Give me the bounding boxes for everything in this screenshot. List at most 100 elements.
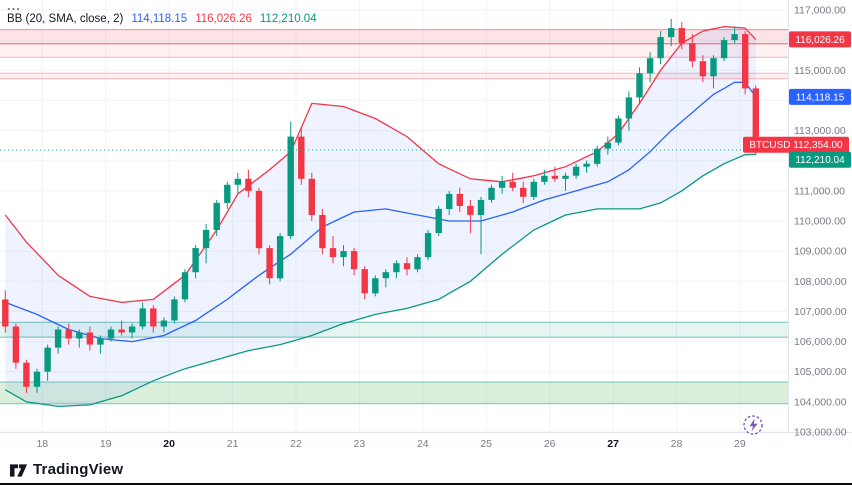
candle: [594, 145, 601, 167]
candle: [583, 160, 590, 173]
time-axis-label: 20: [163, 438, 175, 450]
support-resistance-zones: [0, 29, 788, 405]
candle: [488, 184, 495, 203]
axis-price-badge: [743, 136, 849, 153]
time-axis-labels[interactable]: 18 19 20 21 22 23 24 25 26 27 28 29: [36, 438, 745, 450]
candle: [12, 323, 20, 369]
bollinger-bands: [4, 25, 757, 408]
candle: [276, 233, 284, 282]
axis-price-badge-text: 116,026.26: [795, 35, 845, 46]
legend-more-button[interactable]: ...: [7, 0, 21, 13]
candle: [128, 323, 136, 339]
candle: [636, 67, 643, 104]
candle: [393, 260, 400, 279]
price-axis-label: 108,000.00: [794, 276, 847, 288]
indicator-title[interactable]: BB (20, SMA, close, 2): [7, 13, 124, 25]
price-zone: [0, 382, 788, 404]
candle: [731, 28, 738, 44]
time-axis-label: 19: [100, 438, 112, 450]
footer-bar: TradingView: [0, 456, 852, 483]
candle: [424, 230, 432, 261]
bb-fill: [5, 26, 756, 407]
bb-lower-line: [4, 153, 756, 408]
price-axis-bg[interactable]: [789, 0, 852, 456]
candle: [720, 37, 728, 62]
time-axis-label: 21: [227, 438, 239, 450]
bb-upper-value: 116,026.26: [195, 13, 252, 25]
candle: [710, 55, 717, 89]
brand-name: TradingView: [33, 461, 124, 478]
price-axis-label: 115,000.00: [794, 65, 846, 77]
candle: [65, 323, 72, 345]
candle: [319, 208, 326, 255]
price-axis-label: 107,000.00: [794, 306, 847, 318]
bb-basis-value: 114,118.15: [131, 13, 188, 25]
candle: [541, 169, 548, 185]
candle: [435, 205, 442, 237]
candle: [44, 344, 51, 381]
candle: [308, 172, 315, 221]
grid-lines: [0, 0, 788, 433]
axis-price-badge: [789, 88, 851, 105]
time-axis-bg[interactable]: [0, 433, 852, 456]
chart-pane[interactable]: 117,000.00 115,000.00 113,000.00 111,000.00…: [0, 0, 852, 456]
bb-lower-value: 112,210.04: [259, 13, 317, 25]
candlestick-series[interactable]: [2, 19, 759, 393]
candle: [118, 320, 125, 336]
candle: [668, 19, 675, 47]
candle: [245, 169, 252, 197]
time-axis-label: 24: [417, 438, 429, 450]
price-chart-svg[interactable]: 117,000.00 115,000.00 113,000.00 111,000.00…: [0, 0, 852, 456]
price-zone: [0, 29, 788, 44]
candle: [192, 245, 199, 279]
price-axis-labels[interactable]: 117,000.00 115,000.00 113,000.00 111,000.00…: [794, 5, 847, 439]
price-axis-label: 103,000.00: [794, 427, 847, 439]
price-zone: [0, 322, 788, 338]
candle: [2, 290, 9, 333]
candle: [625, 91, 633, 131]
candle: [76, 329, 83, 348]
bb-basis-line: [5, 81, 757, 343]
lightning-icon: [749, 418, 758, 432]
candle: [657, 31, 664, 65]
candle: [171, 296, 178, 324]
candle: [255, 187, 263, 255]
candle: [699, 55, 707, 83]
candle: [287, 121, 294, 240]
time-axis-label: 18: [36, 438, 48, 450]
time-axis-label: 28: [671, 438, 683, 450]
time-axis-label: 27: [607, 438, 619, 450]
candle: [107, 326, 115, 342]
price-axis-label: 105,000.00: [794, 366, 847, 378]
candle: [224, 181, 231, 209]
candle: [562, 172, 569, 191]
candle: [202, 224, 210, 264]
candle: [446, 190, 453, 215]
candle: [467, 199, 474, 234]
tradingview-logo-link[interactable]: TradingView: [9, 461, 123, 479]
candle: [615, 115, 622, 146]
candle: [150, 305, 157, 333]
candle: [551, 166, 559, 182]
candle: [181, 269, 189, 303]
candle: [498, 175, 506, 194]
time-axis-label: 23: [354, 438, 366, 450]
boost-icon[interactable]: [743, 415, 763, 435]
candle: [361, 266, 368, 300]
price-axis-label: 109,000.00: [794, 246, 847, 258]
candle: [350, 248, 358, 276]
candle: [509, 172, 516, 191]
time-axis-label: 29: [734, 438, 746, 450]
candle: [456, 187, 463, 212]
price-axis-badges: 116,026.26 114,118.15 BTCUSD 112,354.00 112…: [743, 31, 851, 168]
candle: [572, 163, 580, 179]
candle: [530, 178, 537, 200]
price-axis-label: 111,000.00: [794, 185, 845, 197]
price-zone: [0, 73, 788, 79]
candle: [266, 245, 273, 285]
time-axis-label: 25: [480, 438, 492, 450]
candle: [477, 196, 485, 255]
indicator-legend: ... BB (20, SMA, close, 2) 114,118.15 11…: [7, 0, 317, 25]
candle: [372, 275, 379, 297]
